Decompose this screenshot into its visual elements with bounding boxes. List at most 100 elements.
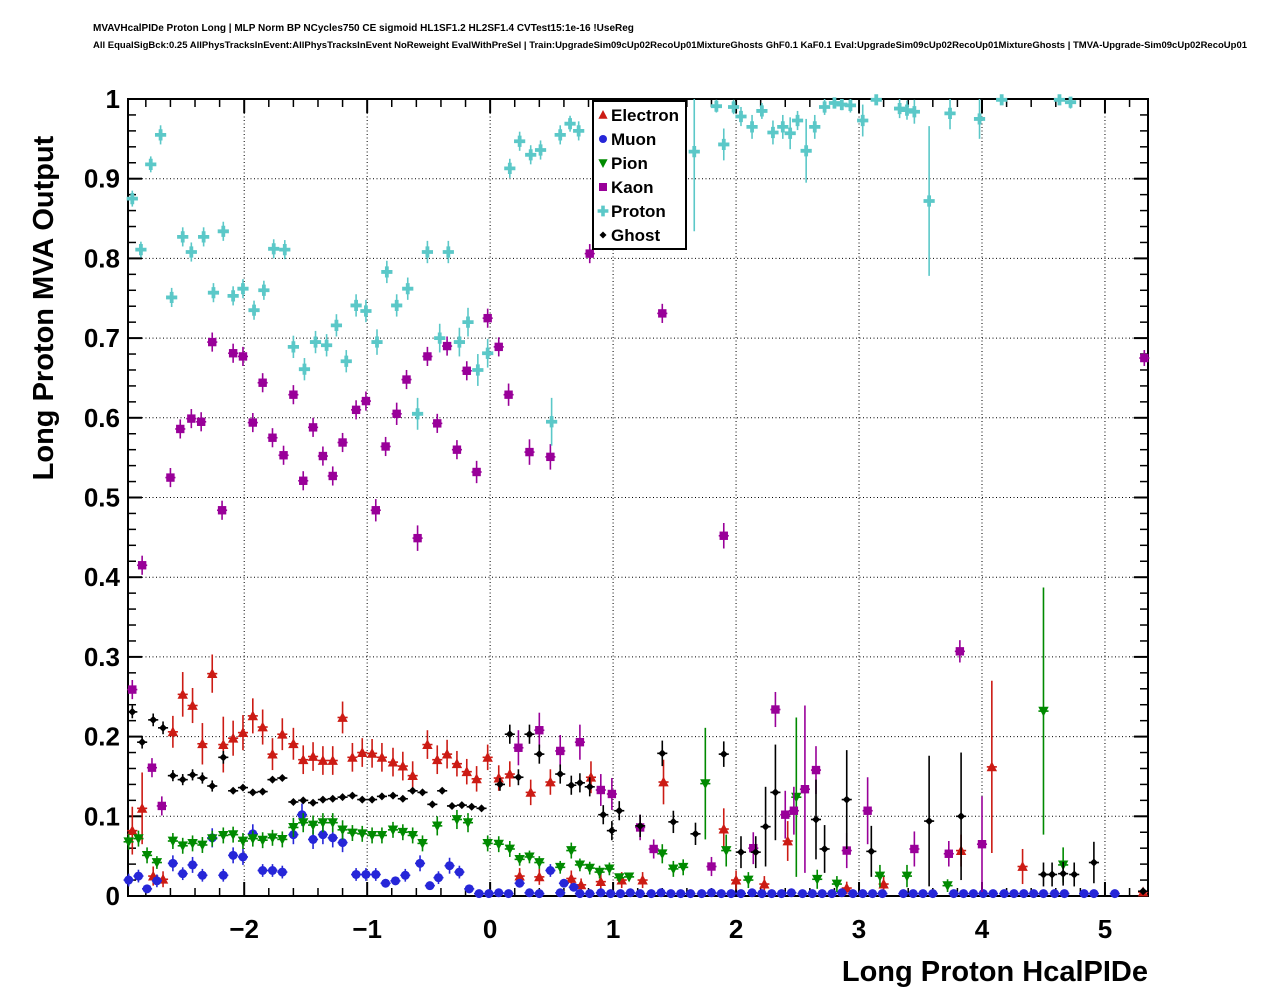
data-point-proton (908, 106, 920, 118)
data-point-pion (812, 874, 823, 885)
x-axis-title: Long Proton HcalPIDe (841, 956, 1148, 988)
data-point-electron (397, 760, 409, 771)
data-point-kaon (771, 705, 780, 714)
data-point-ghost (138, 738, 147, 747)
data-point-kaon (535, 726, 544, 735)
data-point-muon (615, 889, 625, 899)
data-point-muon (559, 878, 569, 888)
data-point-proton (777, 121, 789, 133)
data-point-proton (462, 316, 474, 328)
data-point-muon (464, 884, 474, 894)
y-tick-label: 0.3 (84, 642, 120, 672)
data-point-electron (267, 748, 278, 759)
data-point-proton (402, 283, 414, 295)
data-point-muon (797, 889, 807, 899)
data-point-pion (1038, 706, 1049, 717)
data-point-ghost (238, 783, 247, 792)
data-point-proton (791, 114, 804, 127)
data-point-kaon (279, 451, 288, 460)
data-point-kaon (842, 846, 851, 855)
data-point-electron (387, 756, 399, 767)
data-point-muon (238, 852, 248, 862)
data-point-ghost (1048, 870, 1057, 879)
ghost-marker-glyph (599, 231, 607, 239)
data-point-electron (407, 770, 418, 781)
data-point-pion (614, 873, 625, 884)
data-point-muon (258, 865, 268, 875)
data-point-pion (387, 825, 399, 836)
data-point-electron (566, 872, 577, 883)
data-point-kaon (658, 309, 667, 318)
data-point-ghost (248, 788, 257, 797)
data-point-ghost (388, 791, 397, 800)
data-point-pion (555, 862, 566, 873)
data-point-kaon (268, 433, 277, 442)
data-point-pion (493, 839, 504, 850)
electron-marker-glyph (598, 110, 608, 119)
data-point-muon (555, 888, 565, 898)
data-point-ghost (448, 801, 457, 810)
data-point-ghost (159, 723, 168, 732)
data-point-electron (718, 823, 729, 834)
data-point-proton (573, 125, 585, 137)
data-point-muon (666, 889, 676, 899)
data-point-kaon (238, 352, 248, 361)
data-point-kaon (607, 789, 617, 799)
data-point-electron (127, 825, 138, 836)
data-point-proton (258, 284, 270, 296)
data-point-ghost (289, 797, 298, 806)
data-point-kaon (472, 467, 481, 477)
data-point-proton (718, 138, 730, 151)
data-point-ghost (1059, 869, 1068, 878)
data-point-muon (1110, 889, 1120, 899)
data-point-kaon (338, 438, 347, 447)
data-point-electron (422, 739, 433, 749)
data-point-proton (360, 305, 372, 317)
data-point-proton (901, 104, 913, 116)
data-point-muon (706, 888, 716, 898)
data-point-proton (514, 135, 526, 147)
data-point-muon (928, 889, 938, 899)
data-point-muon (142, 884, 152, 894)
data-point-proton (800, 145, 812, 157)
data-point-ghost (229, 786, 238, 795)
data-point-ghost (198, 774, 207, 783)
data-point-proton (126, 193, 138, 205)
data-point-muon (297, 810, 307, 820)
data-point-ghost (208, 782, 217, 791)
legend-label-pion: Pion (611, 153, 648, 173)
data-point-pion (298, 818, 309, 829)
data-point-proton (145, 158, 157, 170)
proton-marker-icon (597, 205, 609, 217)
data-point-electron (376, 751, 388, 762)
data-point-muon (908, 889, 918, 899)
data-point-kaon (977, 839, 987, 849)
data-point-electron (357, 747, 368, 757)
data-point-pion (141, 850, 153, 861)
data-point-muon (188, 860, 198, 870)
muon-marker-icon (599, 135, 607, 143)
plot-title-line1: MVAVHcalPIDe Proton Long | MLP Norm BP N… (93, 23, 634, 34)
data-point-muon (124, 875, 134, 885)
data-point-ghost (957, 812, 966, 821)
data-point-ghost (567, 781, 576, 790)
muon-marker-glyph (599, 135, 607, 143)
data-point-ghost (925, 817, 934, 826)
data-point-muon (381, 878, 391, 888)
data-point-ghost (188, 770, 197, 779)
data-point-kaon (187, 414, 196, 423)
data-point-electron (347, 751, 358, 762)
data-point-pion (942, 881, 953, 892)
data-point-ghost (168, 771, 177, 780)
data-point-proton (207, 287, 220, 299)
data-point-ghost (736, 848, 745, 857)
data-point-electron (493, 772, 504, 783)
data-point-muon (484, 889, 494, 899)
data-point-muon (277, 867, 287, 877)
data-point-ghost (599, 810, 608, 819)
data-point-proton (472, 364, 484, 376)
data-point-proton (828, 97, 841, 109)
data-point-muon (351, 869, 361, 879)
data-point-muon (454, 867, 464, 877)
data-point-muon (686, 889, 696, 899)
